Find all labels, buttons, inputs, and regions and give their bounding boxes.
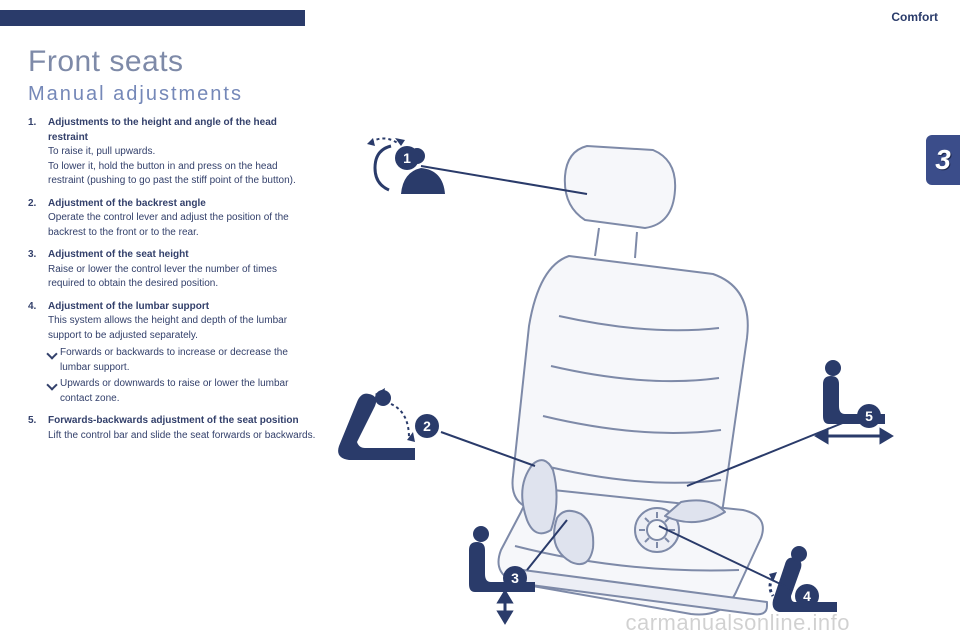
step-item: 3. Adjustment of the seat height Raise or …: [28, 248, 316, 292]
section-label: Comfort: [891, 10, 938, 24]
step-number: 2.: [28, 197, 36, 212]
header-stripe: [0, 10, 305, 26]
step-title: Adjustment of the backrest angle: [48, 198, 206, 209]
seat-svg: 1 2 3 4 5: [334, 116, 910, 636]
instructions-column: 1. Adjustments to the height and angle of…: [28, 116, 316, 636]
page-title: Front seats: [28, 45, 910, 79]
step-number: 4.: [28, 300, 36, 315]
mini-icon-2: [338, 388, 415, 460]
step-body: Raise or lower the control lever the num…: [48, 263, 316, 292]
step-body: To raise it, pull upwards.To lower it, h…: [48, 145, 316, 189]
step-number: 1.: [28, 116, 36, 131]
step-title: Forwards-backwards adjustment of the sea…: [48, 415, 299, 426]
step-item: 4. Adjustment of the lumbar support This s…: [28, 300, 316, 407]
callout-badge: 4: [795, 584, 819, 608]
step-sublist: Forwards or backwards to increase or dec…: [48, 346, 316, 406]
svg-text:5: 5: [865, 408, 873, 424]
callout-badge: 5: [857, 404, 881, 428]
step-subitem: Upwards or downwards to raise or lower t…: [48, 377, 316, 406]
chapter-tab: 3: [926, 135, 960, 185]
step-title: Adjustment of the lumbar support: [48, 301, 209, 312]
watermark: carmanualsonline.info: [625, 610, 850, 636]
step-number: 5.: [28, 414, 36, 429]
step-number: 3.: [28, 248, 36, 263]
svg-text:3: 3: [511, 570, 519, 586]
step-body: This system allows the height and depth …: [48, 314, 316, 343]
leader-line: [421, 166, 587, 194]
step-body: Operate the control lever and adjust the…: [48, 211, 316, 240]
step-title: Adjustment of the seat height: [48, 249, 189, 260]
step-item: 5. Forwards-backwards adjustment of the s…: [28, 414, 316, 443]
steps-list: 1. Adjustments to the height and angle of…: [28, 116, 316, 443]
callout-badge: 2: [415, 414, 439, 438]
step-subitem: Forwards or backwards to increase or dec…: [48, 346, 316, 375]
page-subtitle: Manual adjustments: [28, 83, 910, 106]
callout-badge: 3: [503, 566, 527, 590]
step-item: 1. Adjustments to the height and angle of…: [28, 116, 316, 189]
step-body: Lift the control bar and slide the seat …: [48, 429, 316, 444]
step-item: 2. Adjustment of the backrest angle Operat…: [28, 197, 316, 241]
callout-badge: 1: [395, 146, 419, 170]
seat-diagram: 1 2 3 4 5: [334, 116, 910, 636]
svg-text:4: 4: [803, 588, 811, 604]
svg-text:1: 1: [403, 150, 411, 166]
svg-text:2: 2: [423, 418, 431, 434]
step-title: Adjustments to the height and angle of t…: [48, 117, 277, 143]
chapter-number: 3: [935, 144, 951, 176]
page-content: Front seats Manual adjustments 1. Adjustm…: [28, 45, 910, 620]
